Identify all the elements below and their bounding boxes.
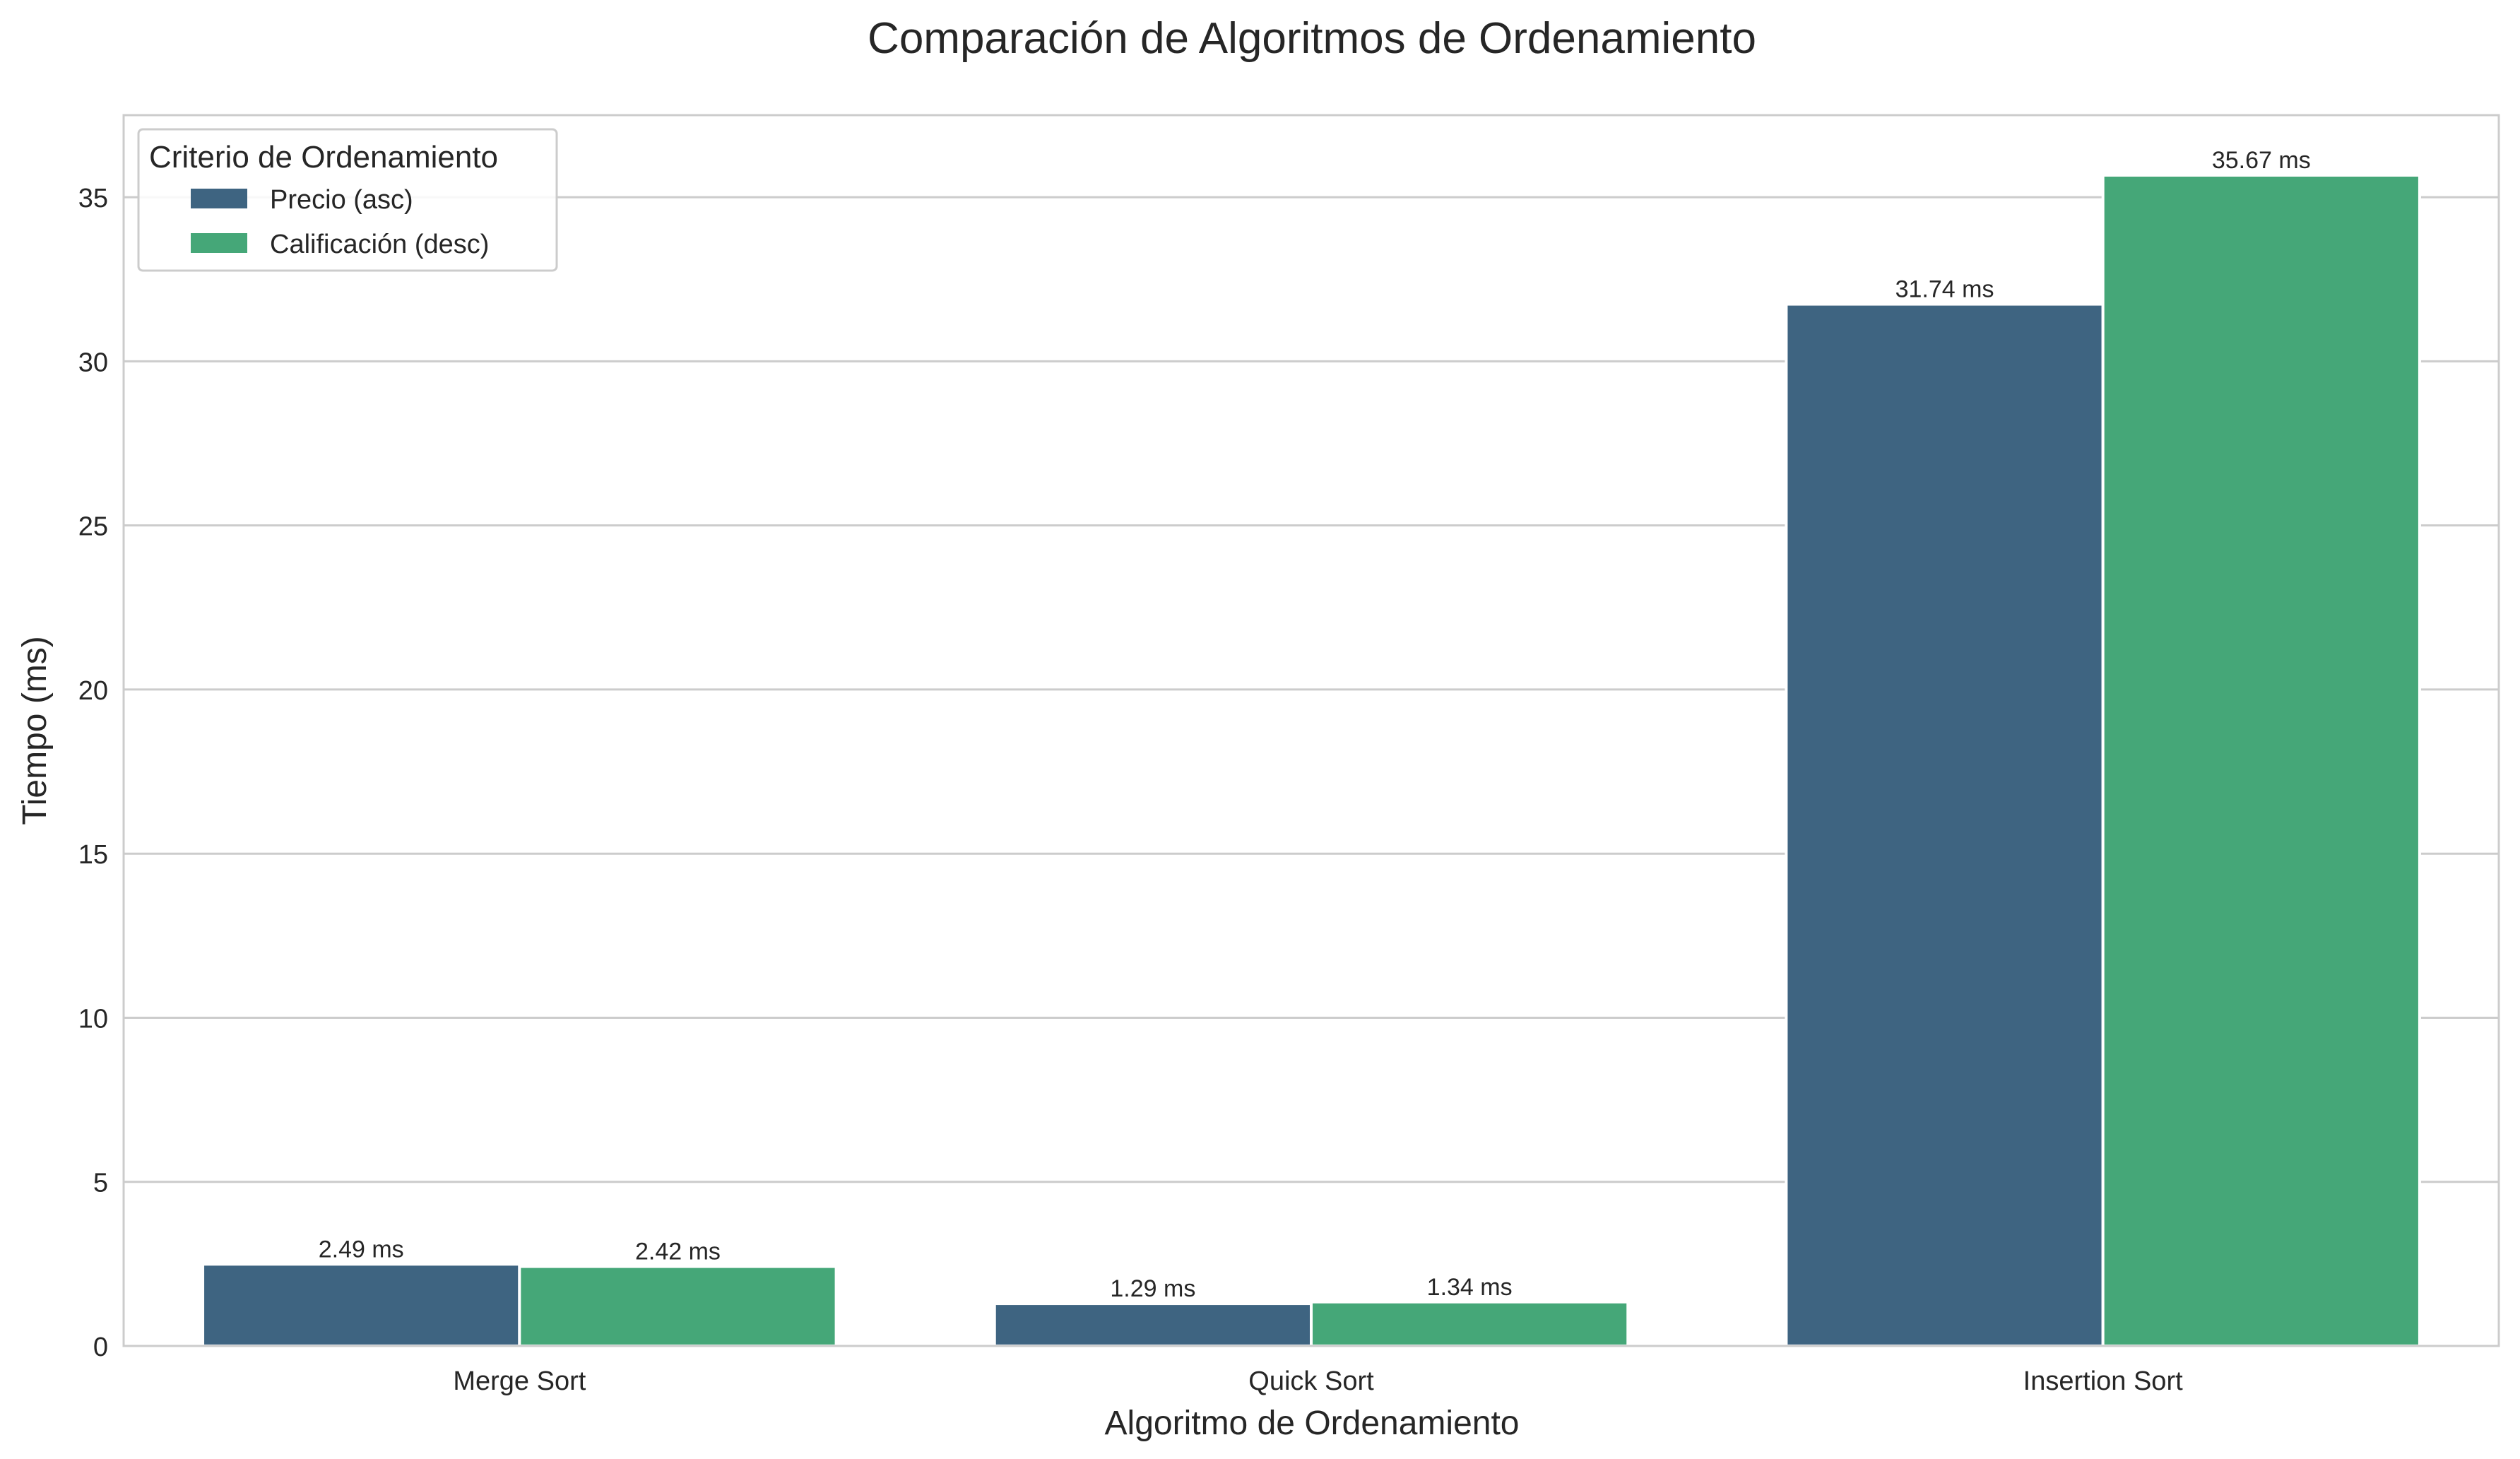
y-axis-ticks: 0 5 10 15 20 25 30 35 [78,184,108,1362]
y-tick-label: 10 [78,1004,108,1034]
bar [1310,1300,1630,1348]
x-tick-label: Insertion Sort [2023,1366,2183,1396]
bar-value-label: 31.74 ms [1895,276,1994,303]
y-tick-label: 0 [93,1333,108,1362]
bar [1785,302,2105,1348]
y-axis-label: Tiempo (ms) [16,636,54,825]
legend-swatch [191,233,247,253]
bar-value-label: 1.34 ms [1427,1274,1513,1301]
legend: Criterio de Ordenamiento Precio (asc) Cal… [137,128,558,272]
y-tick-label: 5 [93,1169,108,1198]
bar [993,1302,1313,1347]
bar-data-labels: 2.49 ms 2.42 ms 1.29 ms 1.34 ms 31.74 ms 35.6… [319,147,2311,1302]
bar-value-label: 35.67 ms [2212,147,2311,174]
chart-title: Comparación de Algoritmos de Ordenamient… [868,14,1756,63]
y-tick-label: 15 [78,840,108,870]
legend-entries: Precio (asc) Calificación (desc) [191,185,489,259]
x-axis-label: Algoritmo de Ordenamiento [1105,1405,1520,1442]
legend-entry-label: Precio (asc) [270,185,413,215]
x-tick-label: Merge Sort [453,1366,586,1396]
legend-swatch [191,189,247,208]
x-axis-ticks: Merge Sort Quick Sort Insertion Sort [453,1366,2183,1396]
bars [201,174,2421,1348]
x-tick-label: Quick Sort [1248,1366,1374,1396]
bar-value-label: 2.42 ms [635,1239,721,1265]
y-tick-label: 35 [78,184,108,213]
legend-title: Criterio de Ordenamiento [149,140,498,175]
bar [201,1263,521,1347]
bar [518,1265,838,1347]
y-tick-label: 25 [78,512,108,542]
plot-area-frame [122,114,2500,1347]
bar [2101,174,2421,1347]
y-tick-label: 20 [78,676,108,706]
y-tick-label: 30 [78,348,108,377]
bar-value-label: 1.29 ms [1110,1275,1195,1302]
bar-value-label: 2.49 ms [319,1236,404,1263]
legend-entry-label: Calificación (desc) [270,230,489,259]
